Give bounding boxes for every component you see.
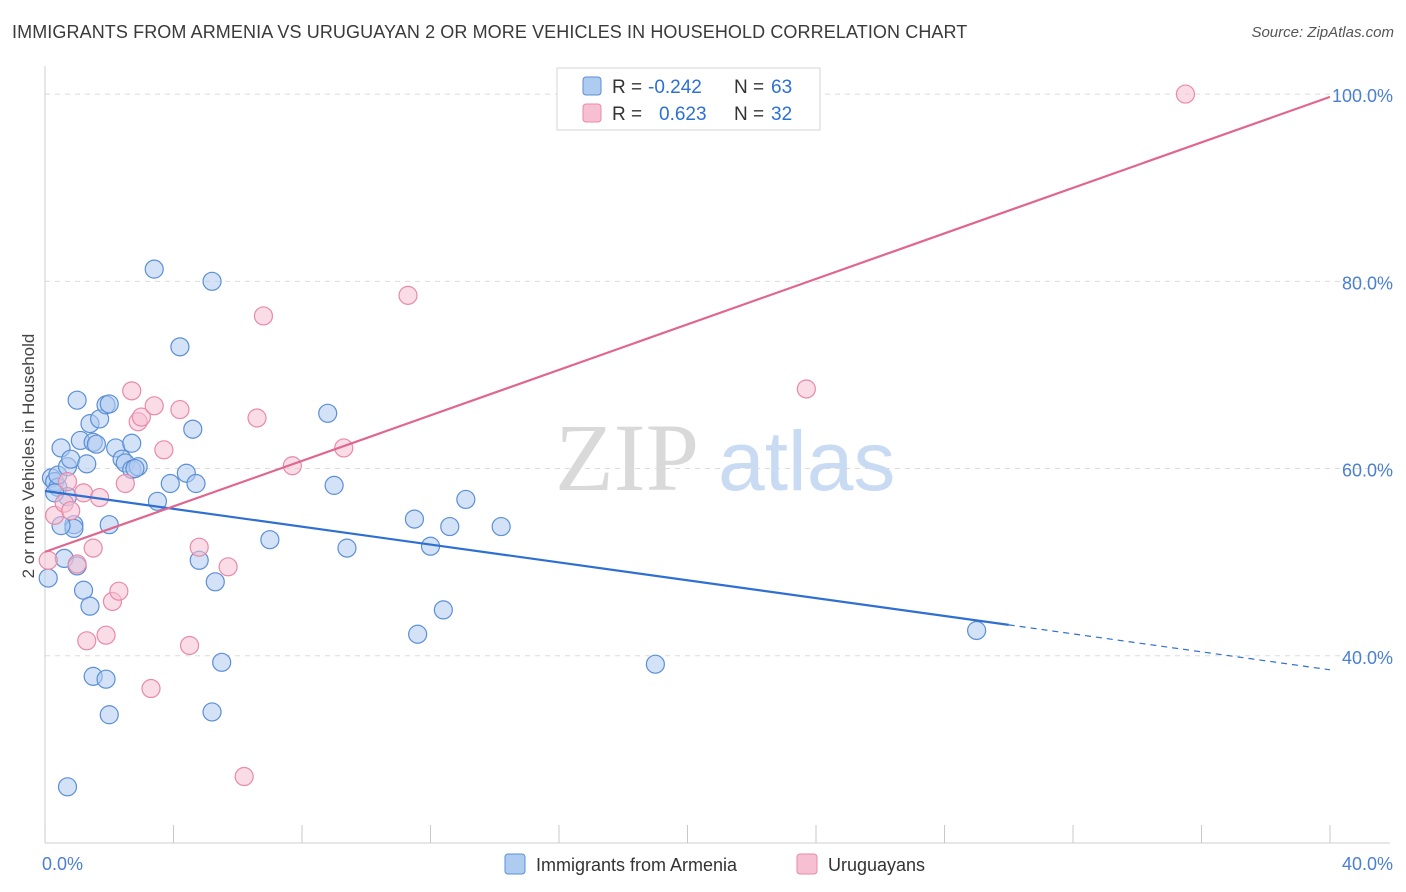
legend-n-value-2: 32 (771, 104, 792, 125)
armenia-point (99, 705, 119, 725)
uruguayans-point (77, 631, 97, 651)
uruguayans-point (796, 379, 816, 399)
uruguayans-point (96, 625, 116, 645)
bottom-legend-label-uruguayans: Uruguayans (828, 855, 925, 875)
legend-r-value-2: 0.623 (659, 104, 707, 125)
uruguayans-point (83, 538, 103, 558)
axes (44, 66, 1390, 844)
tick-labels: 40.0% 60.0% 80.0% 100.0% 0.0% 40.0% (42, 86, 1393, 874)
armenia-point (318, 403, 338, 423)
legend-r-label-1: R = (612, 77, 642, 98)
correlation-legend: R = -0.242 N = 63 R = 0.623 N = 32 (556, 67, 821, 131)
legend-r-value-1: -0.242 (648, 77, 702, 98)
legend-n-value-1: 63 (771, 77, 792, 98)
armenia-point (77, 454, 97, 474)
armenia-point (96, 669, 116, 689)
source-label: Source: ZipAtlas.com (1251, 24, 1394, 41)
armenia-point (61, 449, 81, 469)
y-tick-label: 40.0% (1342, 648, 1393, 668)
watermark: ZIP atlas (555, 404, 895, 511)
armenia-point (86, 434, 107, 454)
armenia-point (183, 419, 203, 439)
uruguayans-point (247, 408, 267, 428)
series-armenia-points (38, 259, 987, 797)
grid-lines (45, 93, 1390, 657)
uruguayans-point (398, 285, 418, 305)
armenia-point (67, 390, 87, 410)
uruguayans-point (67, 554, 87, 574)
armenia-point (57, 777, 78, 797)
trendlines (44, 95, 1331, 671)
armenia-point (260, 530, 280, 550)
uruguayans-point (218, 557, 238, 577)
uruguayans-point (144, 396, 164, 416)
armenia-point (202, 271, 222, 291)
armenia-point (324, 475, 344, 495)
uruguayans-point (61, 501, 81, 521)
armenia-point (80, 596, 100, 616)
armenia-point (337, 538, 357, 558)
uruguayans-point (189, 537, 209, 557)
legend-n-label-1: N = (734, 77, 764, 98)
armenia-point (212, 652, 232, 672)
armenia-point (99, 515, 119, 535)
x-tick-label: 40.0% (1342, 854, 1393, 874)
armenia-point (160, 473, 180, 494)
uruguayans-point (109, 581, 129, 601)
uruguayans-point (154, 440, 174, 460)
uruguayans-point (73, 483, 94, 503)
chart-title: IMMIGRANTS FROM ARMENIA VS URUGUAYAN 2 O… (12, 22, 968, 42)
armenia-point (122, 433, 142, 453)
uruguayans-trendline (44, 95, 1331, 553)
armenia-trendline (44, 489, 1009, 626)
watermark-atlas: atlas (718, 414, 895, 508)
armenia-point (967, 620, 987, 641)
uruguayans-point (115, 473, 135, 494)
series-uruguayans-points (38, 84, 1196, 787)
armenia-point (202, 702, 222, 722)
legend-swatch-armenia (582, 76, 602, 96)
uruguayans-point (38, 550, 58, 570)
armenia-point (456, 489, 476, 510)
armenia-point (144, 259, 164, 279)
uruguayans-point (57, 472, 78, 492)
y-tick-label: 100.0% (1332, 86, 1393, 106)
armenia-point (645, 654, 665, 674)
uruguayans-point (234, 766, 254, 787)
uruguayans-point (170, 399, 190, 420)
armenia-trendline-extension (1008, 624, 1331, 671)
armenia-point (186, 473, 206, 494)
armenia-point (38, 568, 58, 588)
armenia-point (73, 580, 94, 600)
armenia-point (491, 516, 511, 537)
uruguayans-point (131, 407, 151, 427)
watermark-zip: ZIP (555, 404, 699, 511)
legend-n-label-2: N = (734, 104, 764, 125)
legend-r-label-2: R = (612, 104, 642, 125)
armenia-point (433, 600, 453, 620)
legend-swatch-uruguayans (582, 103, 602, 123)
armenia-point (404, 509, 425, 529)
uruguayans-point (179, 635, 200, 656)
uruguayans-point (1175, 84, 1196, 104)
y-tick-label: 60.0% (1342, 461, 1393, 481)
armenia-point (440, 516, 460, 537)
uruguayans-point (141, 678, 161, 699)
armenia-point (205, 572, 225, 592)
series-legend: Immigrants from Armenia Uruguayans (504, 853, 925, 875)
bottom-legend-label-armenia: Immigrants from Armenia (536, 855, 738, 875)
uruguayans-point (253, 306, 274, 326)
armenia-point (170, 337, 190, 357)
armenia-point (408, 624, 428, 644)
armenia-point (99, 394, 119, 414)
bottom-legend-swatch-armenia (504, 853, 526, 875)
uruguayans-point (122, 381, 142, 401)
armenia-point (125, 458, 145, 479)
y-axis-title: 2 or more Vehicles in Household (19, 334, 38, 579)
x-tick-label: 0.0% (42, 854, 83, 874)
uruguayans-point (282, 456, 302, 476)
bottom-legend-swatch-uruguayans (796, 853, 818, 875)
y-tick-label: 80.0% (1342, 273, 1393, 293)
